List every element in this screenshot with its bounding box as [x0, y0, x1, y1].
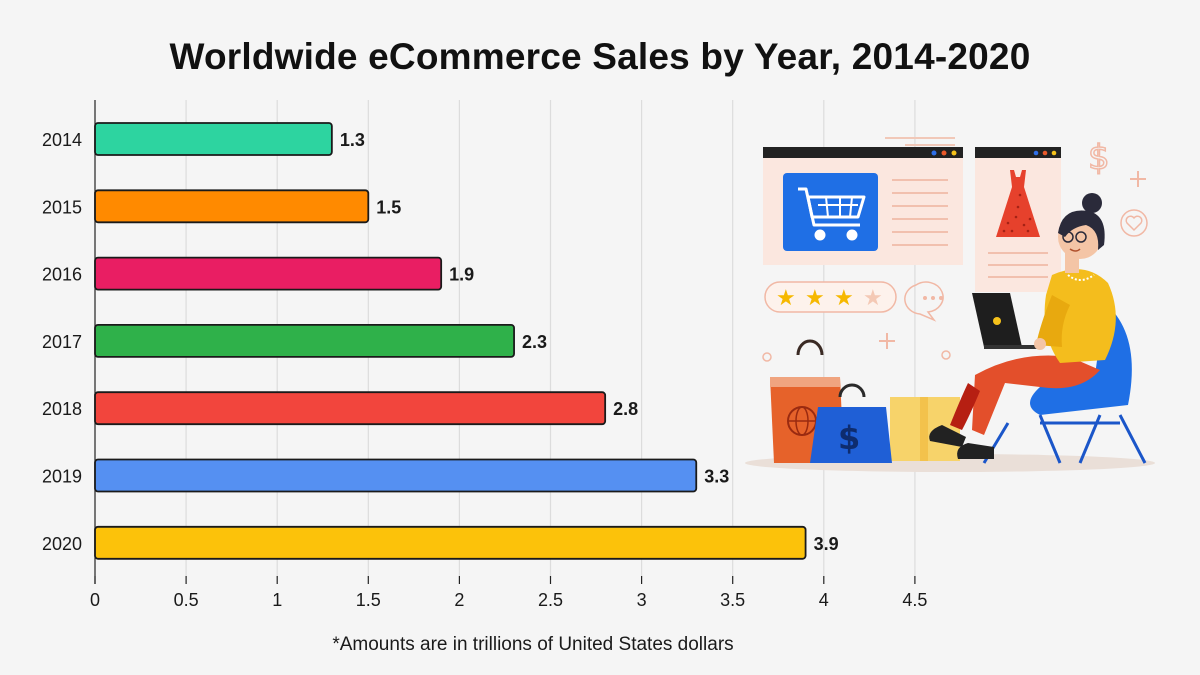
person	[929, 193, 1116, 459]
x-tick-label: 3	[637, 590, 647, 610]
plus-icon	[879, 333, 895, 349]
bar-value-label: 2.8	[613, 399, 638, 419]
y-category-label: 2017	[42, 332, 82, 352]
svg-text:★: ★	[776, 286, 796, 311]
bar	[94, 256, 443, 291]
y-category-label: 2016	[42, 265, 82, 285]
svg-text:★: ★	[863, 286, 883, 311]
deco-dot	[762, 352, 772, 362]
svg-text:★: ★	[805, 286, 825, 311]
shopping-bag-icon: $	[810, 383, 892, 463]
y-category-label: 2018	[42, 399, 82, 419]
heart-icon	[1120, 209, 1148, 237]
bars	[94, 122, 807, 560]
bar-value-label: 2.3	[522, 332, 547, 352]
svg-text:$: $	[838, 419, 860, 457]
laptop-icon	[972, 293, 1040, 349]
y-category-label: 2015	[42, 197, 82, 217]
y-category-label: 2019	[42, 467, 82, 487]
svg-text:$: $	[1088, 138, 1110, 178]
bar	[94, 391, 607, 426]
bar-value-label: 1.9	[449, 265, 474, 285]
speech-bubble-icon	[904, 281, 944, 322]
y-category-label: 2014	[42, 130, 82, 150]
bar	[94, 122, 333, 156]
bar	[94, 323, 515, 358]
bar	[94, 525, 807, 560]
x-tick-label: 0	[90, 590, 100, 610]
x-tick-label: 1	[272, 590, 282, 610]
x-tick-label: 3.5	[720, 590, 745, 610]
y-category-label: 2020	[42, 534, 82, 554]
labels: 2014 1.3 2015 1.5 2016 1.9 2017 2.3 2018 2.8 2019 3…	[42, 130, 839, 554]
dollar-sign-icon: $	[1087, 137, 1110, 179]
x-tick-label: 4	[819, 590, 829, 610]
svg-text:★: ★	[834, 286, 854, 311]
bar	[94, 189, 370, 224]
plus-icon	[1130, 171, 1146, 187]
browser-window	[763, 147, 963, 265]
x-tick-label: 1.5	[356, 590, 381, 610]
bar-value-label: 3.9	[814, 534, 839, 554]
bar	[94, 458, 698, 493]
bar-value-label: 1.5	[376, 197, 401, 217]
x-tick-label: 2.5	[538, 590, 563, 610]
deco-dot	[941, 350, 951, 360]
footnote: *Amounts are in trillions of United Stat…	[332, 634, 734, 655]
x-tick-label: 2	[454, 590, 464, 610]
x-tick-label: 4.5	[902, 590, 927, 610]
chart-title: Worldwide eCommerce Sales by Year, 2014-…	[169, 36, 1031, 77]
bar-value-label: 3.3	[704, 467, 729, 487]
product-window	[975, 147, 1061, 292]
star-rating-icon: ★ ★ ★ ★	[764, 281, 897, 313]
dress-icon	[996, 170, 1040, 237]
x-tick-label: 0.5	[174, 590, 199, 610]
bar-value-label: 1.3	[340, 130, 365, 150]
shopping-illustration: $ ★ ★ ★ ★ $	[745, 137, 1155, 472]
shopping-cart-icon	[798, 187, 866, 241]
